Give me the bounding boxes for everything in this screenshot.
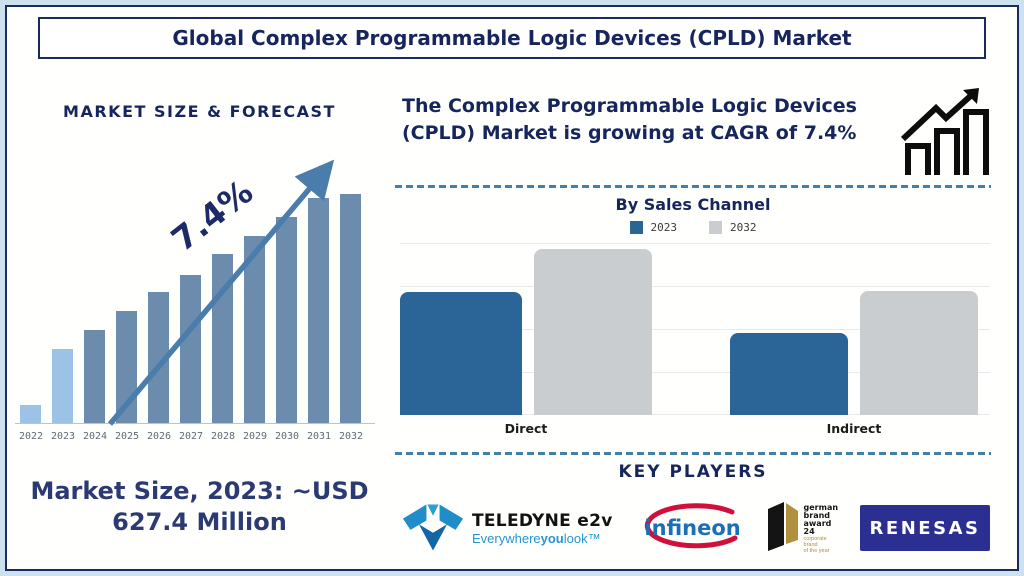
legend-item-2023: 2023: [629, 221, 678, 234]
legend-swatch-2032: [709, 221, 722, 234]
forecast-year-label: 2030: [274, 431, 300, 442]
forecast-year-label: 2023: [50, 431, 76, 442]
forecast-bar-2024: [84, 330, 105, 424]
sales-channel-title: By Sales Channel: [615, 195, 771, 214]
gridline: [400, 414, 990, 415]
infographic-panel: Global Complex Programmable Logic Device…: [5, 5, 1019, 571]
forecast-year-label: 2032: [338, 431, 364, 442]
forecast-bar-2032: [340, 194, 361, 424]
forecast-bar-2023: [52, 349, 73, 424]
sales-channel-chart: [400, 243, 990, 415]
teledyne-text-block: TELEDYNE e2v Everywhereyoulook™: [472, 511, 613, 546]
forecast-year-labels: 2022 2023 2024 2025 2026 2027 2028 2029 2030 2031…: [15, 431, 387, 442]
cagr-statement: The Complex Programmable Logic Devices (…: [402, 95, 857, 144]
sales-bar-indirect-2023: [730, 333, 848, 415]
sales-bar-indirect-2032: [860, 291, 978, 415]
sales-bar-direct-2032: [534, 249, 652, 415]
award-book-icon: [767, 502, 798, 551]
market-size-line2: 627.4 Million: [112, 508, 287, 536]
forecast-bar-chart: 2022 2023 2024 2025 2026 2027 2028 2029 2030 2031…: [15, 124, 387, 442]
forecast-year-label: 2026: [146, 431, 172, 442]
teledyne-logo-icon: [402, 504, 464, 551]
dashed-divider-bottom: [395, 452, 991, 455]
legend-label-2023: 2023: [650, 221, 678, 234]
forecast-year-label: 2031: [306, 431, 332, 442]
category-label-indirect: Indirect: [826, 421, 882, 436]
key-players-heading: KEY PLAYERS: [618, 462, 768, 482]
growth-chart-icon: [900, 88, 989, 175]
forecast-bar-2030: [276, 217, 297, 424]
forecast-bar-2028: [212, 254, 233, 424]
forecast-bar-2029: [244, 236, 265, 424]
forecast-bar-2031: [308, 198, 329, 424]
market-size-line1: Market Size, 2023: ~USD: [30, 477, 369, 505]
sales-channel-legend: 2023 2032: [395, 221, 991, 234]
gridline: [400, 329, 990, 330]
gridline: [400, 286, 990, 287]
forecast-heading: MARKET SIZE & FORECAST: [63, 102, 336, 121]
forecast-bar-2026: [148, 292, 169, 424]
forecast-year-label: 2022: [18, 431, 44, 442]
legend-swatch-2023: [629, 221, 643, 234]
teledyne-e2v-logo: TELEDYNE e2v Everywhereyoulook™: [402, 504, 613, 552]
teledyne-tagline: Everywhereyoulook™: [472, 530, 601, 546]
dashed-divider-top: [395, 185, 991, 188]
infineon-swoosh-icon: [644, 503, 738, 549]
renesas-logo: RENESAS: [859, 505, 990, 551]
award-text-block: german brand award 24 corporate brand of…: [803, 503, 839, 555]
gridline: [400, 372, 990, 373]
teledyne-wordmark: TELEDYNE e2v: [472, 510, 613, 531]
forecast-x-axis: [15, 423, 375, 424]
forecast-bar-2022: [20, 405, 41, 424]
key-players-logos: TELEDYNE e2v Everywhereyoulook™ infineon…: [402, 494, 990, 562]
forecast-year-label: 2025: [114, 431, 140, 442]
infineon-wordmark: infineon: [644, 516, 741, 540]
sales-bar-direct-2023: [400, 292, 522, 415]
forecast-bar-2027: [180, 275, 201, 424]
legend-label-2032: 2032: [730, 221, 757, 234]
german-brand-award-logo: german brand award 24 corporate brand of…: [767, 502, 839, 555]
legend-item-2032: 2032: [709, 221, 757, 234]
forecast-year-label: 2028: [210, 431, 236, 442]
gridline: [400, 243, 990, 244]
renesas-wordmark: RENESAS: [869, 517, 981, 539]
forecast-year-label: 2024: [82, 431, 108, 442]
infineon-logo: infineon: [635, 501, 745, 555]
title-bar: Global Complex Programmable Logic Device…: [38, 17, 986, 59]
forecast-bar-2025: [116, 311, 137, 424]
forecast-year-label: 2029: [242, 431, 268, 442]
forecast-year-label: 2027: [178, 431, 204, 442]
category-label-direct: Direct: [504, 421, 548, 436]
market-size-callout: Market Size, 2023: ~USD 627.4 Million: [7, 476, 392, 538]
page-title: Global Complex Programmable Logic Device…: [172, 26, 852, 50]
